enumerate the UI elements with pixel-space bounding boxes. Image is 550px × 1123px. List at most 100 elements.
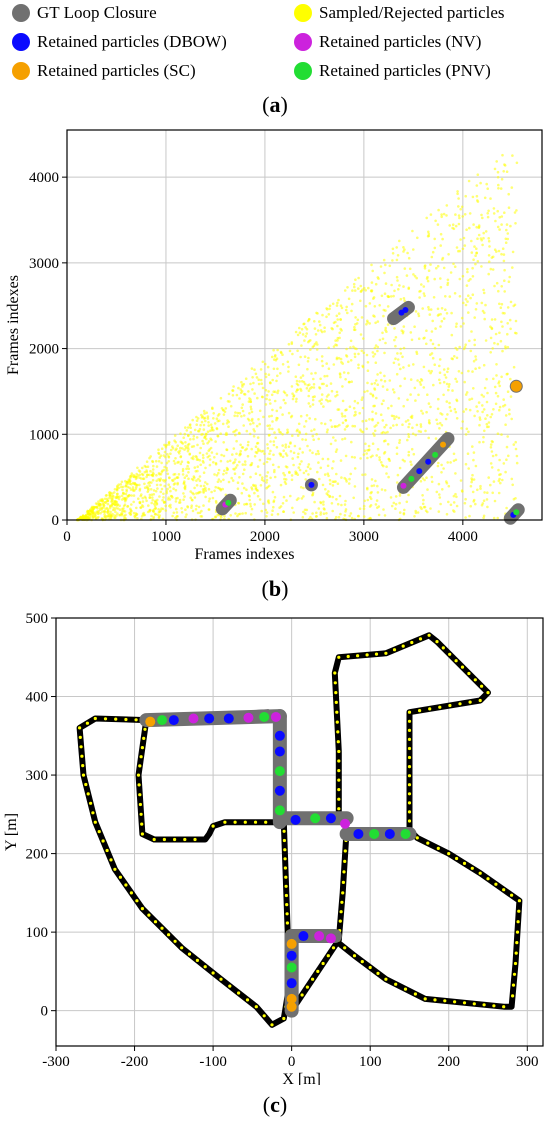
sampled-particle — [130, 503, 133, 506]
sampled-particle — [382, 258, 386, 262]
sampled-particle — [443, 999, 447, 1003]
sampled-particle — [232, 385, 235, 388]
sampled-particle — [200, 515, 204, 518]
sampled-particle — [380, 402, 384, 406]
sampled-particle — [454, 213, 457, 216]
sampled-particle — [389, 295, 393, 298]
sampled-particle — [427, 234, 431, 238]
sampled-particle — [411, 229, 414, 233]
sampled-particle — [202, 428, 206, 431]
sampled-particle — [334, 339, 337, 342]
sampled-particle — [222, 454, 226, 458]
sampled-particle — [113, 503, 117, 507]
sampled-particle — [427, 230, 430, 234]
sampled-particle — [236, 411, 240, 415]
sampled-particle — [145, 499, 148, 503]
sampled-particle — [262, 479, 266, 483]
sampled-particle — [276, 367, 279, 371]
sampled-particle — [160, 487, 164, 491]
sampled-particle — [214, 440, 217, 443]
sampled-particle — [338, 336, 341, 340]
sampled-particle — [340, 476, 343, 479]
sampled-particle — [486, 391, 489, 395]
sampled-particle — [352, 954, 357, 958]
sampled-particle — [187, 434, 190, 438]
sampled-particle — [259, 378, 263, 382]
sampled-particle — [318, 399, 322, 403]
sampled-particle — [509, 224, 512, 228]
sampled-particle — [129, 488, 133, 491]
sampled-particle — [486, 215, 490, 219]
sampled-particle — [432, 296, 436, 299]
sampled-particle — [344, 308, 348, 312]
sampled-particle — [337, 807, 341, 811]
sampled-particle — [113, 514, 116, 517]
sampled-particle — [448, 405, 452, 409]
sampled-particle — [173, 939, 177, 943]
sampled-particle — [414, 433, 418, 437]
sampled-particle — [109, 858, 113, 862]
sampled-particle — [433, 277, 437, 281]
sampled-particle — [234, 433, 237, 437]
sampled-particle — [141, 473, 145, 477]
sampled-particle — [468, 226, 471, 230]
sampled-particle — [448, 383, 451, 386]
sampled-particle — [216, 414, 220, 417]
sampled-particle — [274, 358, 278, 362]
sampled-particle — [374, 282, 378, 286]
sampled-particle — [490, 450, 494, 453]
sampled-particle — [406, 251, 409, 255]
sampled-particle — [317, 452, 321, 456]
sampled-particle — [411, 426, 414, 430]
sampled-particle — [201, 459, 205, 463]
sampled-particle — [334, 450, 338, 454]
sampled-particle — [200, 509, 203, 513]
sampled-particle — [134, 512, 138, 515]
sampled-particle — [454, 410, 458, 414]
sampled-particle — [363, 390, 366, 394]
sampled-particle — [167, 443, 171, 446]
sampled-particle — [469, 504, 473, 508]
sampled-particle — [368, 965, 372, 970]
sampled-particle — [120, 480, 124, 484]
retained-particle-pnv — [259, 711, 270, 722]
sampled-particle — [422, 365, 426, 369]
sampled-particle — [90, 505, 94, 509]
sampled-particle — [272, 499, 276, 503]
sampled-particle — [253, 392, 256, 395]
sampled-particle — [407, 256, 411, 260]
sampled-particle — [282, 495, 286, 499]
sampled-particle — [423, 265, 427, 268]
sampled-particle — [504, 423, 507, 427]
sampled-particle — [286, 430, 290, 434]
sampled-particle — [484, 303, 487, 307]
sampled-particle — [475, 225, 479, 229]
sampled-particle — [361, 419, 365, 423]
sampled-particle — [438, 364, 441, 368]
sampled-particle — [284, 875, 288, 879]
retained-particle-dbow — [416, 468, 423, 475]
sampled-particle — [343, 289, 347, 292]
sampled-particle — [385, 330, 388, 333]
sampled-particle — [295, 390, 298, 393]
sampled-particle — [482, 363, 486, 367]
sampled-particle — [362, 337, 365, 340]
sampled-particle — [398, 284, 401, 287]
sampled-particle — [365, 653, 369, 657]
sampled-particle — [199, 446, 202, 450]
sampled-particle — [248, 397, 251, 400]
sampled-particle — [341, 421, 345, 425]
sampled-particle — [253, 820, 258, 824]
sampled-particle — [510, 994, 515, 998]
sampled-particle — [331, 509, 335, 513]
retained-particle-dbow — [223, 713, 234, 724]
sampled-particle — [377, 277, 380, 280]
sampled-particle — [453, 1000, 457, 1004]
sampled-particle — [417, 312, 420, 315]
sampled-particle — [274, 354, 277, 357]
sampled-particle — [345, 354, 348, 357]
sampled-particle — [382, 508, 385, 511]
sampled-particle — [330, 425, 334, 429]
sampled-particle — [398, 438, 402, 442]
sampled-particle — [242, 414, 246, 417]
